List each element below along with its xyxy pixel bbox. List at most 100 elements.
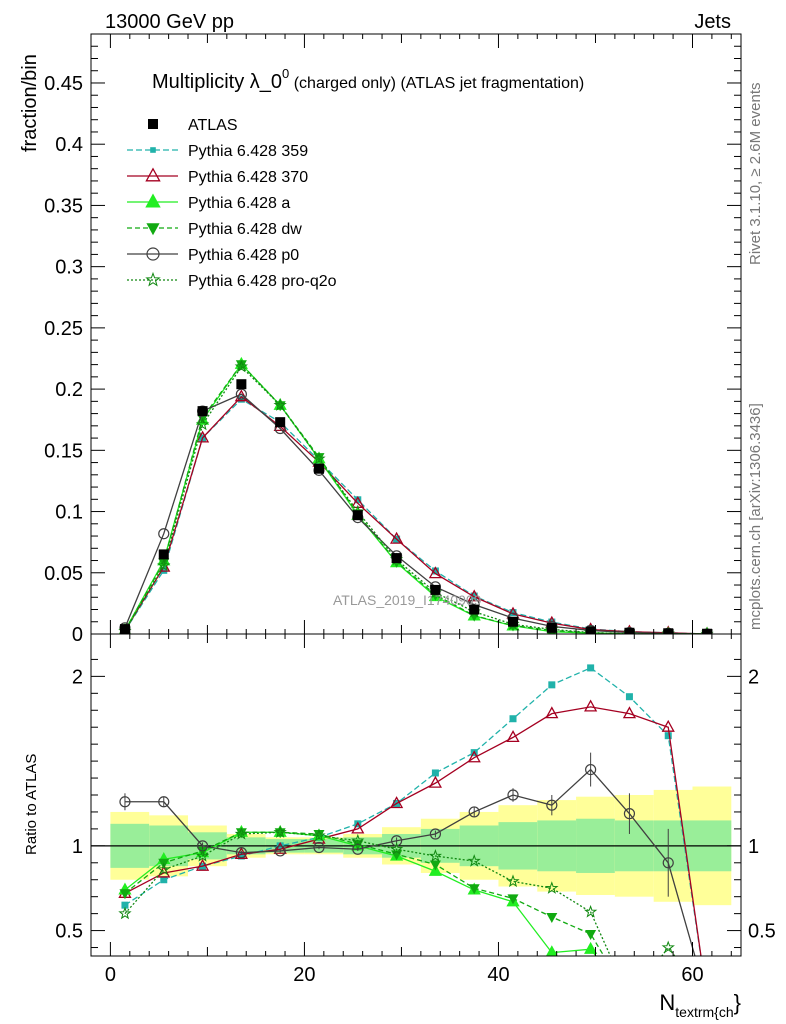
data-point — [507, 894, 519, 905]
data-point — [118, 906, 132, 920]
data-point — [702, 628, 713, 634]
data-point — [585, 929, 597, 940]
chart-title-main: Multiplicity λ_0 — [152, 71, 282, 93]
data-point — [274, 845, 286, 857]
data-point — [546, 622, 557, 633]
data-point — [662, 857, 674, 869]
data-point — [431, 769, 439, 777]
data-point — [234, 846, 248, 859]
mcplots-label: mcplots.cern.ch [arXiv:1306.3436] — [747, 403, 764, 630]
legend-label: Pythia 6.428 dw — [188, 221, 302, 238]
chart-title-superscript: 0 — [282, 66, 289, 81]
ratio-tick-label-right: 2 — [748, 666, 759, 688]
data-point — [313, 841, 325, 854]
data-point — [148, 119, 158, 129]
data-point — [157, 862, 171, 876]
data-point — [237, 852, 245, 860]
data-point — [195, 417, 210, 431]
data-point — [312, 451, 326, 465]
data-point — [661, 719, 675, 732]
data-point — [545, 881, 559, 894]
data-point — [663, 628, 674, 634]
data-point — [469, 604, 480, 615]
data-point — [546, 799, 558, 811]
data-point — [158, 528, 170, 540]
x-tick-label: 40 — [487, 964, 509, 986]
series-ratio-1 — [118, 699, 702, 956]
legend-label: Pythia 6.428 370 — [188, 169, 308, 186]
data-point — [428, 566, 443, 579]
data-point — [236, 379, 247, 390]
x-tick-label: 60 — [681, 964, 703, 986]
data-point — [352, 510, 363, 521]
data-point — [468, 806, 480, 818]
x-axis-label-main: N — [659, 990, 675, 1015]
data-point — [157, 558, 171, 572]
data-point — [508, 616, 519, 627]
data-point — [160, 876, 168, 884]
data-point — [389, 842, 404, 855]
series-line — [124, 395, 708, 634]
data-point — [150, 147, 156, 153]
y-tick-label: 0.15 — [44, 440, 83, 462]
data-point — [467, 854, 481, 867]
data-point — [351, 833, 365, 847]
series-ratio-4 — [119, 752, 696, 956]
data-point — [430, 584, 441, 595]
ratio-series-layer — [118, 664, 702, 956]
header-process-label: Jets — [694, 11, 731, 33]
x-tick-label: 20 — [293, 964, 315, 986]
data-point — [623, 808, 636, 820]
legend: ATLAS Pythia 6.428 359 Pythia 6.428 370 Pyt… — [127, 117, 337, 290]
data-point — [468, 884, 480, 895]
series-line — [124, 831, 597, 956]
data-point — [195, 858, 210, 871]
ratio-tick-label: 1 — [72, 836, 83, 858]
data-point — [546, 913, 558, 924]
data-point — [585, 626, 596, 634]
data-point — [545, 706, 559, 719]
data-point — [583, 904, 598, 918]
data-point — [273, 825, 287, 838]
legend-entry: Pythia 6.428 359 — [127, 143, 308, 160]
data-point — [145, 193, 161, 208]
y-tick-label: 0.4 — [55, 134, 83, 156]
data-point — [354, 496, 362, 504]
data-point — [585, 763, 597, 776]
rivet-version-label: Rivet 3.1.10, ≥ 2.6M events — [747, 83, 764, 266]
data-point — [390, 835, 403, 847]
data-point — [160, 566, 168, 574]
x-axis-label-sub: textrm{ch — [675, 1004, 733, 1020]
legend-entry: ATLAS — [148, 117, 238, 134]
data-point — [624, 627, 635, 634]
chart-title: Multiplicity λ_00 (charged only) (ATLAS … — [152, 66, 584, 93]
series-ratio-5 — [118, 825, 676, 956]
data-point — [235, 828, 247, 839]
legend-label: Pythia 6.428 a — [188, 195, 290, 212]
y-tick-label: 0.1 — [55, 502, 83, 524]
data-point — [119, 796, 131, 808]
atlas-data-points — [119, 379, 713, 634]
legend-entry: Pythia 6.428 p0 — [127, 247, 299, 264]
data-point — [428, 775, 443, 788]
ratio-tick-label: 0.5 — [55, 921, 83, 943]
series-line — [124, 706, 702, 956]
data-point — [429, 860, 441, 871]
data-point — [625, 693, 633, 701]
data-point — [509, 715, 517, 723]
y-tick-label: 0.35 — [44, 195, 83, 217]
legend-label: Pythia 6.428 pro-q2o — [188, 273, 337, 290]
data-point — [428, 848, 443, 862]
ratio-panel — [90, 633, 742, 957]
series-line — [124, 667, 702, 956]
x-tick-label: 0 — [105, 964, 116, 986]
data-point — [506, 874, 520, 888]
axes-ticks: 0 20 40 6000.050.10.150.20.250.30.350.40.45… — [44, 34, 776, 986]
data-point — [121, 901, 129, 909]
data-point — [234, 359, 249, 373]
legend-label: Pythia 6.428 359 — [188, 143, 308, 160]
data-point — [467, 589, 481, 602]
y-axis-label: fraction/bin — [19, 54, 41, 152]
legend-entry: Pythia 6.428 370 — [127, 167, 308, 186]
